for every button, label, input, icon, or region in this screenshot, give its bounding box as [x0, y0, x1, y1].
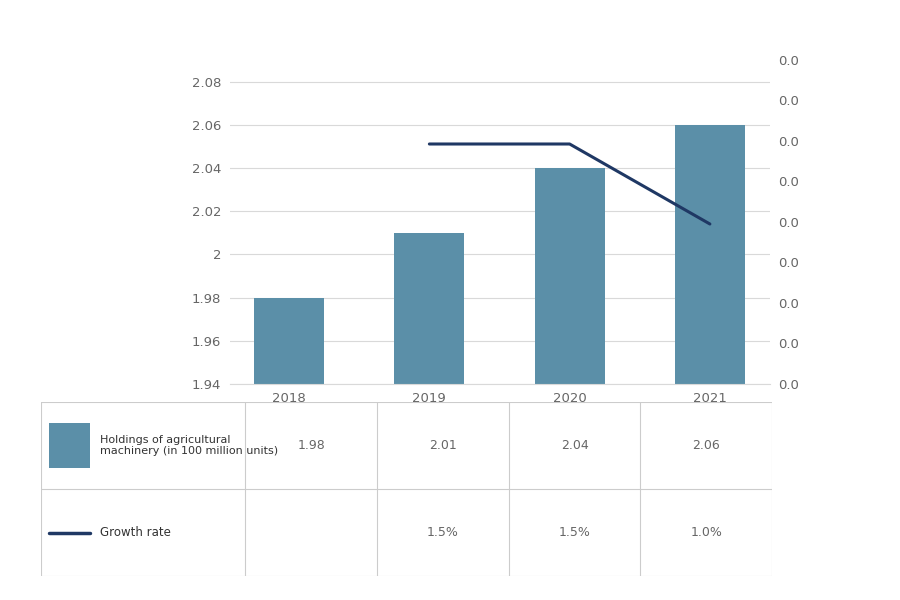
Bar [50, 423, 89, 468]
Bar [254, 298, 324, 600]
Text: 1.5%: 1.5% [559, 526, 590, 539]
Bar [535, 168, 605, 600]
Text: 1.98: 1.98 [297, 439, 325, 452]
Bar [394, 233, 464, 600]
Text: Holdings of agricultural
machinery (in 100 million units): Holdings of agricultural machinery (in 1… [101, 434, 279, 456]
Bar [675, 125, 745, 600]
Text: 2.06: 2.06 [692, 439, 720, 452]
Text: 1.0%: 1.0% [690, 526, 723, 539]
Text: Growth rate: Growth rate [101, 526, 171, 539]
Text: 2.01: 2.01 [429, 439, 457, 452]
Text: 1.5%: 1.5% [427, 526, 459, 539]
Text: 2.04: 2.04 [561, 439, 589, 452]
